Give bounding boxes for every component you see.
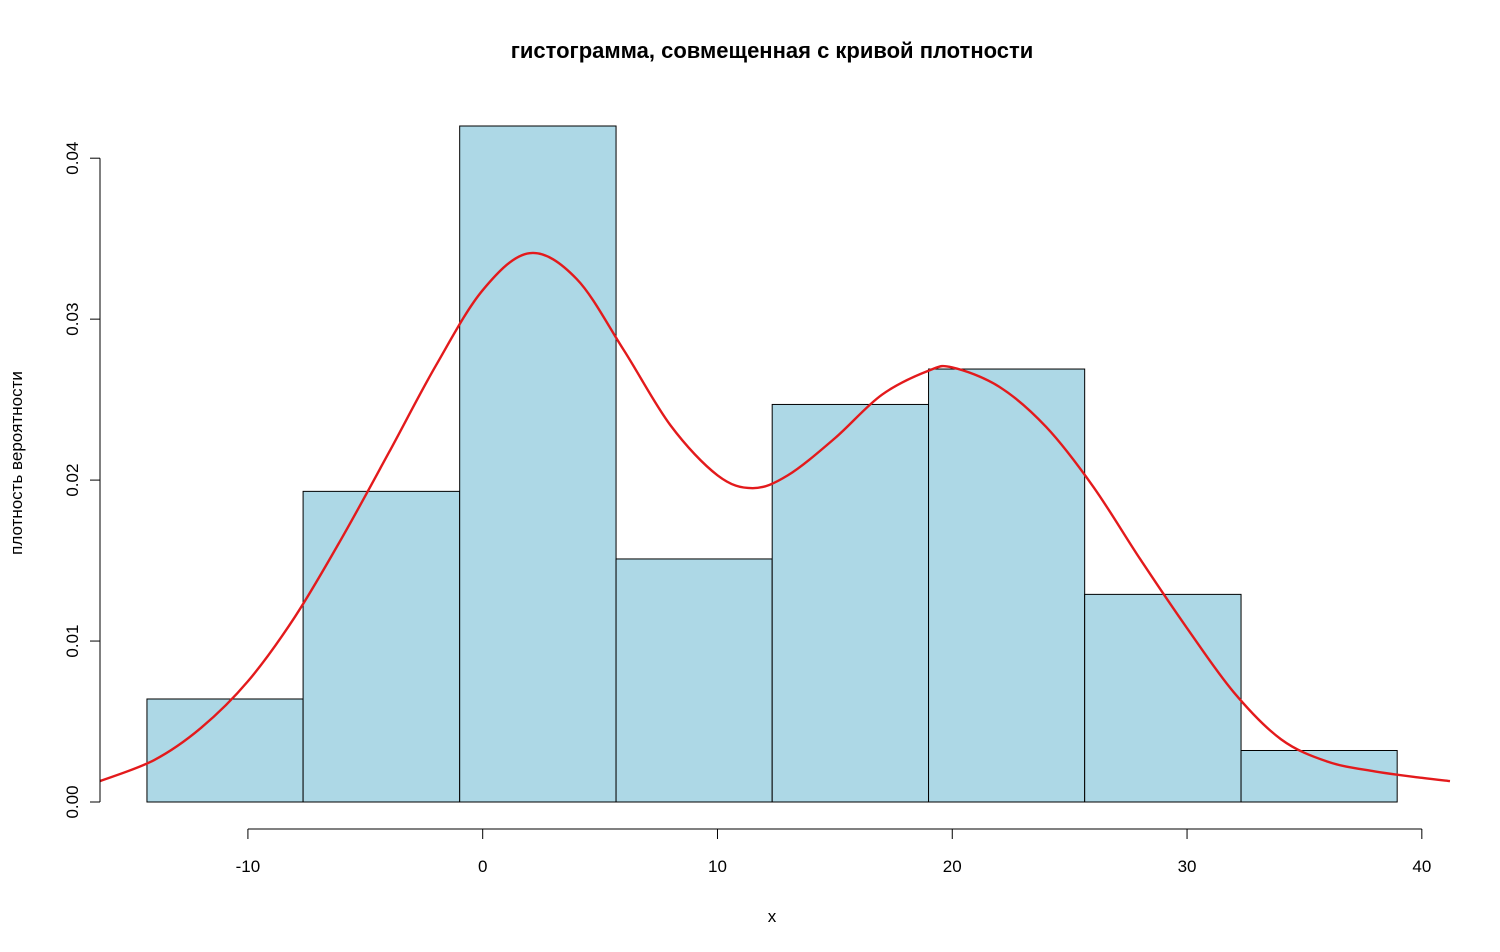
histogram-bar-1 — [146, 698, 304, 803]
y-tick-label: 0.04 — [63, 142, 82, 175]
x-axis: -10 0 10 20 30 40 — [236, 828, 1431, 876]
x-tick-label: 20 — [943, 857, 962, 876]
x-tick-label: 0 — [478, 857, 487, 876]
histogram-bar-6 — [928, 368, 1086, 803]
histogram-bar-3 — [459, 125, 617, 803]
histogram-bars — [146, 125, 1398, 803]
x-tick-label: -10 — [236, 857, 261, 876]
x-tick-label: 10 — [708, 857, 727, 876]
y-tick-label: 0.03 — [63, 303, 82, 336]
x-tick-label: 30 — [1178, 857, 1197, 876]
y-tick-label: 0.01 — [63, 625, 82, 658]
histogram-bar-4 — [615, 558, 773, 803]
histogram-bar-2 — [302, 490, 461, 803]
density-curve — [99, 251, 1451, 783]
chart-title: гистограмма, совмещенная с кривой плотно… — [511, 38, 1034, 63]
y-axis-label: плотность вероятности — [7, 371, 26, 555]
y-tick-label: 0.00 — [63, 785, 82, 818]
histogram-bar-7 — [1084, 593, 1242, 803]
x-axis-label: x — [768, 907, 777, 926]
y-axis: 0.00 0.01 0.02 0.03 0.04 — [63, 142, 101, 819]
y-tick-label: 0.02 — [63, 464, 82, 497]
x-tick-label: 40 — [1412, 857, 1431, 876]
histogram-bar-5 — [771, 403, 930, 803]
